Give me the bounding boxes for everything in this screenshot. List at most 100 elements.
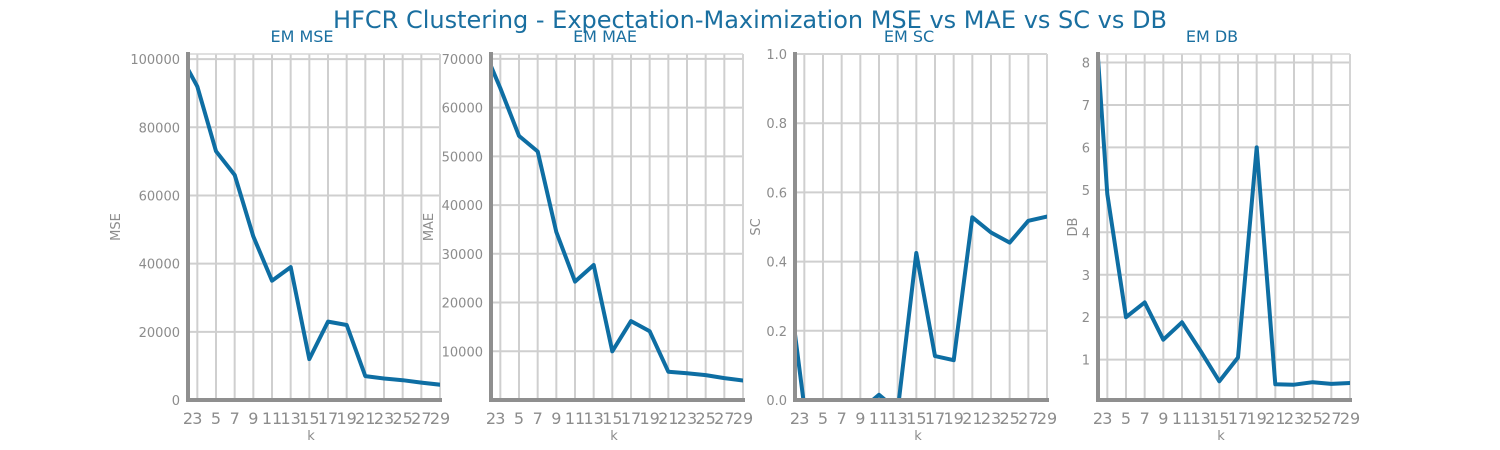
x-tick-label: 11 [262,409,282,428]
x-tick-label: 3 [1102,409,1112,428]
y-tick-label: 0 [172,394,180,409]
x-tick-label: 2 [1093,409,1103,428]
x-tick-label: 17 [1228,409,1248,428]
chart-panel-3: 0.00.20.40.60.81.02 3 5 7 9 11131517192123252… [749,27,1057,444]
y-tick-label: 100000 [130,53,180,68]
x-tick-label: 25 [695,409,715,428]
x-tick-label: 9 [248,409,258,428]
x-tick-label: 11 [869,409,889,428]
y-tick-label: 60000 [139,189,180,204]
x-tick-label: 11 [1172,409,1192,428]
x-tick-label: 17 [318,409,338,428]
y-tick-label: 40000 [442,199,483,214]
x-tick-label: 13 [887,409,907,428]
x-tick-label: 29 [430,409,450,428]
x-tick-label: 19 [1246,409,1266,428]
panel-title: EM SC [884,27,934,46]
x-tick-label: 3 [192,409,202,428]
y-tick-label: 30000 [442,248,483,263]
y-axis-label: DB [1066,218,1081,237]
y-tick-label: 1.0 [766,48,787,63]
x-tick-label: 5 [211,409,221,428]
x-tick-label: 13 [583,409,603,428]
y-axis-label: MAE [422,213,437,241]
x-tick-label: 27 [1321,409,1341,428]
x-tick-label: 29 [1037,409,1057,428]
x-tick-label: 7 [1140,409,1150,428]
x-axis-label: k [610,429,618,444]
x-tick-label: 13 [1190,409,1210,428]
y-tick-label: 3 [1082,269,1090,284]
x-tick-label: 17 [925,409,945,428]
x-tick-label: 7 [837,409,847,428]
x-tick-label: 21 [355,409,375,428]
y-tick-label: 2 [1082,311,1090,326]
y-tick-label: 0.0 [766,394,787,409]
x-tick-label: 9 [855,409,865,428]
x-tick-label: 2 [486,409,496,428]
x-tick-label: 23 [1284,409,1304,428]
x-tick-label: 21 [962,409,982,428]
x-tick-label: 25 [392,409,412,428]
x-tick-label: 23 [677,409,697,428]
y-tick-label: 1 [1082,354,1090,369]
x-tick-label: 25 [999,409,1019,428]
x-tick-label: 27 [714,409,734,428]
x-tick-label: 17 [621,409,641,428]
x-tick-label: 27 [1018,409,1038,428]
series-line [491,64,743,383]
y-tick-label: 80000 [139,121,180,136]
x-tick-label: 5 [514,409,524,428]
x-tick-label: 3 [495,409,505,428]
y-tick-label: 20000 [442,297,483,312]
series-line [188,67,440,387]
x-tick-label: 7 [533,409,543,428]
panel-title: EM DB [1186,27,1238,46]
x-tick-label: 29 [733,409,753,428]
x-tick-label: 15 [1209,409,1229,428]
series-line [1098,56,1350,387]
x-tick-label: 9 [551,409,561,428]
x-tick-label: 15 [906,409,926,428]
x-tick-label: 19 [639,409,659,428]
y-tick-label: 0.8 [766,117,787,132]
x-tick-label: 5 [818,409,828,428]
x-tick-label: 5 [1121,409,1131,428]
x-tick-label: 21 [658,409,678,428]
y-tick-label: 0.4 [766,256,787,271]
x-tick-label: 29 [1340,409,1360,428]
y-tick-label: 5 [1082,184,1090,199]
x-tick-label: 19 [336,409,356,428]
x-tick-label: 11 [565,409,585,428]
y-axis-label: SC [749,218,764,235]
x-tick-label: 3 [799,409,809,428]
y-tick-label: 70000 [442,53,483,68]
y-axis-label: MSE [109,213,124,241]
x-tick-label: 21 [1265,409,1285,428]
x-tick-label: 15 [602,409,622,428]
panel-title: EM MAE [573,27,637,46]
x-tick-label: 13 [280,409,300,428]
y-tick-label: 6 [1082,141,1090,156]
x-tick-label: 7 [230,409,240,428]
y-tick-label: 8 [1082,56,1090,71]
x-axis-label: k [307,429,315,444]
x-tick-label: 2 [183,409,193,428]
y-tick-label: 0.2 [766,325,787,340]
x-tick-label: 25 [1302,409,1322,428]
y-tick-label: 50000 [442,150,483,165]
x-axis-label: k [914,429,922,444]
y-tick-label: 10000 [442,345,483,360]
x-axis-label: k [1217,429,1225,444]
panel-title: EM MSE [270,27,333,46]
y-tick-label: 20000 [139,326,180,341]
figure-title: HFCR Clustering - Expectation-Maximizati… [333,6,1167,34]
y-tick-label: 4 [1082,226,1090,241]
x-tick-label: 27 [411,409,431,428]
y-tick-label: 60000 [442,102,483,117]
